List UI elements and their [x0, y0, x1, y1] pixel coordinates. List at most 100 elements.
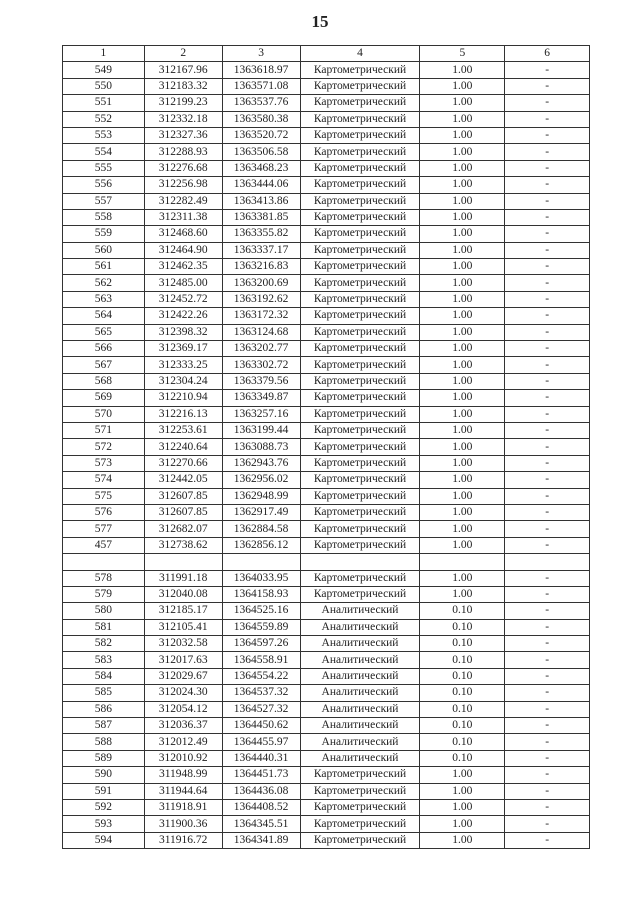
table-cell: 1.00	[419, 307, 506, 325]
table-cell: 573	[62, 454, 145, 473]
header-cell: 3	[221, 44, 301, 63]
table-cell	[221, 553, 301, 571]
table-cell: 1363381.85	[221, 208, 301, 227]
table-cell: -	[504, 749, 590, 768]
table-cell: Картометрический	[299, 520, 421, 538]
table-cell: 312468.60	[143, 225, 223, 243]
table-cell: Аналитический	[299, 651, 421, 669]
table-cell: -	[504, 61, 590, 79]
table-row: 553 312327.36 1363520.72 Картометрический 1.…	[62, 126, 590, 145]
table-cell: 578	[62, 569, 145, 587]
table-cell: 312199.23	[143, 94, 223, 112]
table-cell: 1.00	[419, 405, 506, 423]
table-cell: 1362884.58	[221, 520, 301, 538]
table-row: 457 312738.62 1362856.12 Картометрический 1.…	[62, 536, 590, 555]
table-cell: -	[504, 487, 590, 505]
table-cell: 1.00	[419, 208, 506, 227]
table-row: 584 312029.67 1364554.22 Аналитический 0.10-	[62, 667, 590, 686]
table-cell: 1363200.69	[221, 274, 301, 292]
table-cell: 0.10	[419, 684, 506, 702]
table-cell: 553	[62, 126, 145, 145]
table-cell: Картометрический	[299, 61, 421, 79]
table-cell: -	[504, 471, 590, 489]
table-cell: Картометрический	[299, 126, 421, 145]
table-cell: -	[504, 94, 590, 112]
table-cell	[504, 553, 590, 571]
table-cell: 1.00	[419, 438, 506, 456]
table-cell: -	[504, 618, 590, 637]
table-cell: Картометрический	[299, 290, 421, 309]
table-cell: 312036.37	[143, 717, 223, 735]
table-cell: -	[504, 258, 590, 276]
table-cell: 1.00	[419, 176, 506, 194]
table-cell: Картометрический	[299, 274, 421, 292]
table-cell: -	[504, 717, 590, 735]
table-cell: -	[504, 503, 590, 522]
table-cell: 1363571.08	[221, 77, 301, 96]
table-cell: 570	[62, 405, 145, 423]
table-cell: -	[504, 77, 590, 96]
table-cell: 312738.62	[143, 536, 223, 555]
table-cell: 312682.07	[143, 520, 223, 538]
table-cell: -	[504, 323, 590, 342]
table-cell: 312422.26	[143, 307, 223, 325]
table-cell: 593	[62, 815, 145, 833]
table-row: 587 312036.37 1364450.62 Аналитический 0.10-	[62, 717, 590, 735]
table-cell: 1.00	[419, 159, 506, 178]
table-cell: 312282.49	[143, 192, 223, 210]
table-cell: 312029.67	[143, 667, 223, 686]
header-cell: 2	[143, 44, 223, 63]
table-cell: 574	[62, 471, 145, 489]
table-cell: 312462.35	[143, 258, 223, 276]
table-cell: -	[504, 110, 590, 128]
table-cell: 312054.12	[143, 700, 223, 719]
table-cell: -	[504, 405, 590, 423]
table-cell: 1362943.76	[221, 454, 301, 473]
table-row: 549 312167.96 1363618.97 Картометрический 1.…	[62, 61, 590, 79]
table-row: 577 312682.07 1362884.58 Картометрический 1.…	[62, 520, 590, 538]
table-cell: 559	[62, 225, 145, 243]
table-row: 569 312210.94 1363349.87 Картометрический 1.…	[62, 389, 590, 407]
table-cell: 571	[62, 421, 145, 440]
table-cell: -	[504, 454, 590, 473]
table-row: 568 312304.24 1363379.56 Картометрический 1.…	[62, 372, 590, 391]
table-cell: 580	[62, 602, 145, 620]
table-cell: Картометрический	[299, 110, 421, 128]
table-cell: 0.10	[419, 618, 506, 637]
table-cell: 555	[62, 159, 145, 178]
table-cell: 584	[62, 667, 145, 686]
table-cell: 1.00	[419, 110, 506, 128]
table-cell: 312012.49	[143, 733, 223, 751]
table-cell: -	[504, 126, 590, 145]
table-cell: 560	[62, 241, 145, 260]
table-cell: 577	[62, 520, 145, 538]
table-cell: 1364525.16	[221, 602, 301, 620]
table-cell: Картометрический	[299, 307, 421, 325]
table-cell: 591	[62, 782, 145, 800]
table-cell: Картометрический	[299, 258, 421, 276]
table-cell: 312183.32	[143, 77, 223, 96]
table-cell: Картометрический	[299, 766, 421, 784]
table-cell: 568	[62, 372, 145, 391]
table-cell: 312253.61	[143, 421, 223, 440]
table-row: 581 312105.41 1364559.89 Аналитический 0.10-	[62, 618, 590, 637]
header-cell: 1	[62, 44, 145, 63]
table-cell: -	[504, 602, 590, 620]
table-cell: Аналитический	[299, 700, 421, 719]
table-cell: Картометрический	[299, 389, 421, 407]
table-cell: -	[504, 815, 590, 833]
table-cell: 1364455.97	[221, 733, 301, 751]
table-cell: Картометрический	[299, 798, 421, 817]
table-cell: 1.00	[419, 766, 506, 784]
table-cell: 1.00	[419, 372, 506, 391]
table-cell: 1363413.86	[221, 192, 301, 210]
table-cell: 1.00	[419, 831, 506, 850]
header-cell: 5	[419, 44, 506, 63]
table-cell: 1364527.32	[221, 700, 301, 719]
table-cell: 1364559.89	[221, 618, 301, 637]
table-cell: 1.00	[419, 798, 506, 817]
table-row: 591 311944.64 1364436.08 Картометрический 1.…	[62, 782, 590, 800]
table-cell: 312369.17	[143, 340, 223, 358]
table-cell: 1.00	[419, 143, 506, 161]
table-cell	[62, 553, 145, 571]
